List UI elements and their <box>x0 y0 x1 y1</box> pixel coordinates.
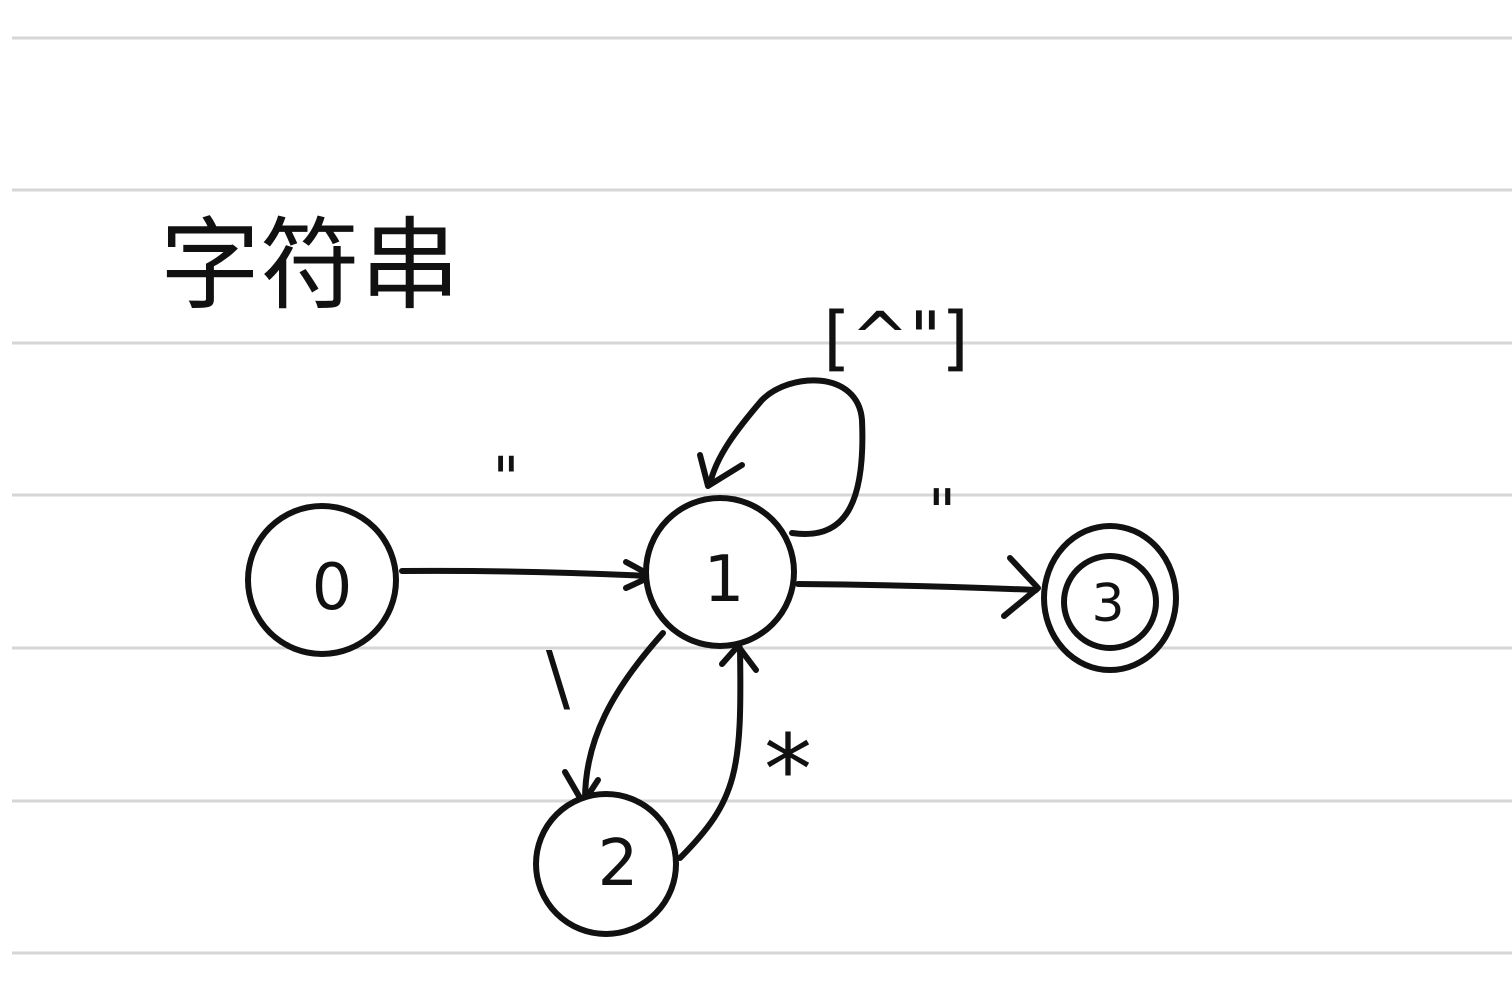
state-0-label: 0 <box>312 551 353 625</box>
edge-0-1 <box>399 559 655 591</box>
diagram-title: 字符串 <box>160 207 460 324</box>
edge-1-3-arrowhead <box>1001 555 1041 619</box>
edge-1-2-line <box>582 630 666 803</box>
edge-1-1-arrowhead <box>697 452 745 489</box>
state-3: 3 <box>1041 523 1179 673</box>
state-1: 1 <box>643 495 797 649</box>
state-2: 2 <box>533 791 679 937</box>
edge-0-1-line <box>399 567 653 579</box>
state-2-label: 2 <box>598 827 639 901</box>
edge-0-1-label: " <box>493 444 520 512</box>
edge-1-2-label: \ <box>546 636 571 720</box>
edge-2-1 <box>677 643 759 861</box>
edge-1-3-label: " <box>928 476 957 549</box>
edge-2-1-line <box>677 645 744 861</box>
state-1-circle <box>643 495 797 649</box>
edge-1-1-label: [^"] <box>823 297 968 379</box>
edge-1-3-line <box>795 581 1039 593</box>
state-1-label: 1 <box>704 543 745 617</box>
edge-1-2 <box>562 630 666 806</box>
state-2-circle <box>533 791 679 937</box>
ruled-lines <box>12 36 1512 955</box>
state-3-inner-ring <box>1061 553 1159 651</box>
edge-1-1-loop <box>697 377 866 537</box>
edge-2-1-label: * <box>764 714 812 826</box>
state-0-circle <box>245 503 399 657</box>
state-3-label: 3 <box>1091 574 1124 634</box>
edge-1-1-line <box>707 377 866 537</box>
edge-1-3 <box>795 555 1041 619</box>
state-0: 0 <box>245 503 399 657</box>
